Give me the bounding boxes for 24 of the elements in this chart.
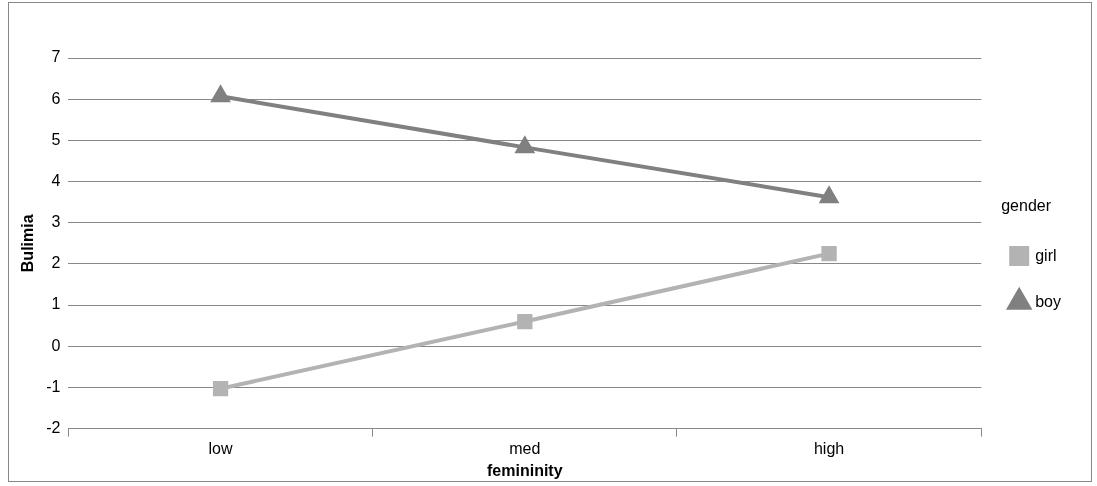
y-tick-label: -1 [46,377,61,395]
y-tick-label: 2 [51,254,61,272]
point [820,187,838,204]
point [212,381,229,397]
legend-title: gender [1001,197,1052,215]
x-axis-title: femininity [487,461,563,479]
x-tick-label: high [813,439,845,457]
point [821,245,837,262]
y-tick-label: 3 [51,213,61,231]
point [211,86,230,103]
y-tick-label: 7 [51,48,61,66]
y-tick-label: 1 [51,295,61,313]
y-tick-label: 4 [51,171,61,189]
legend-label: boy [1035,292,1061,310]
y-axis-title: Bulimia [19,214,37,273]
y-tick-label: 0 [51,336,61,354]
x-tick-label: low [208,439,233,457]
point [517,313,533,330]
y-tick-label: 6 [51,89,61,107]
point [515,137,534,154]
y-tick-label: -2 [46,419,61,437]
legend-label: girl [1035,246,1057,264]
x-tick-label: med [509,439,541,457]
y-tick-label: 5 [51,130,61,148]
